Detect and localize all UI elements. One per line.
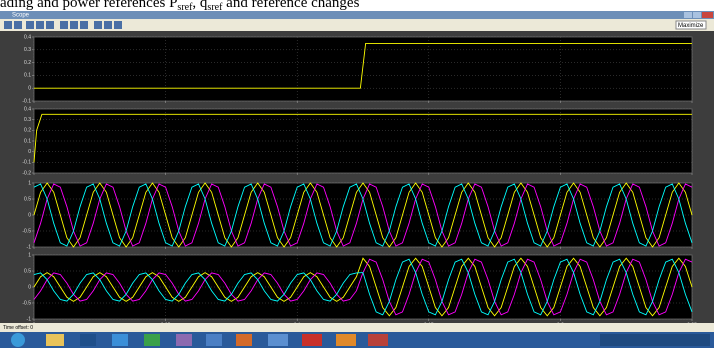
zoom-icon[interactable] [26, 21, 34, 29]
save-axes-icon[interactable] [70, 21, 78, 29]
y-tick-label: -0.1 [22, 160, 31, 166]
toolbar-icons [4, 21, 122, 29]
y-tick-label: -1 [27, 244, 32, 250]
signal-icon[interactable] [114, 21, 122, 29]
zoom-dropdown-label: Maximize [678, 23, 704, 29]
app-explorer[interactable] [46, 334, 64, 346]
page: ading and power references Psref, qsref … [0, 0, 714, 348]
caption-part: , q [192, 0, 208, 11]
y-tick-label: 0 [28, 284, 31, 290]
y-tick-label: -0.1 [22, 98, 31, 104]
y-tick-label: 1 [28, 180, 31, 186]
caption-part: ading and power references P [0, 0, 177, 11]
screen: ading and power references Psref, qsref … [0, 0, 714, 348]
y-tick-label: -0.2 [22, 170, 31, 176]
y-tick-label: 0 [28, 212, 31, 218]
maximize-button[interactable] [693, 12, 701, 18]
close-button[interactable] [702, 12, 713, 18]
y-tick-label: 1 [28, 252, 31, 258]
y-tick-label: 0.4 [24, 106, 31, 112]
y-tick-label: 0.5 [24, 268, 31, 274]
params-icon[interactable] [14, 21, 22, 29]
app-network[interactable] [206, 334, 222, 346]
y-tick-label: 0 [28, 149, 31, 155]
y-tick-label: 0.1 [24, 73, 31, 79]
plot-area [34, 255, 692, 319]
y-tick-label: 0.2 [24, 60, 31, 66]
start-button[interactable] [11, 333, 25, 347]
y-tick-label: -0.5 [22, 228, 31, 234]
restore-axes-icon[interactable] [80, 21, 88, 29]
app-acrobat[interactable] [302, 334, 322, 346]
y-tick-label: 0.3 [24, 47, 31, 53]
app-chrome[interactable] [144, 334, 160, 346]
status-text: Time offset: 0 [3, 325, 33, 331]
y-tick-label: 0.4 [24, 34, 31, 40]
lock-icon[interactable] [104, 21, 112, 29]
app-media[interactable] [176, 334, 192, 346]
minimize-button[interactable] [684, 12, 692, 18]
floating-icon[interactable] [94, 21, 102, 29]
app-word[interactable] [268, 334, 288, 346]
app-ie[interactable] [112, 334, 128, 346]
zoom-y-icon[interactable] [46, 21, 54, 29]
plot-area [34, 109, 692, 173]
title-bar [0, 11, 714, 19]
caption-part: and reference changes [222, 0, 359, 11]
app-matlab[interactable] [336, 334, 356, 346]
y-tick-label: -0.5 [22, 300, 31, 306]
y-tick-label: 0.2 [24, 128, 31, 134]
zoom-x-icon[interactable] [36, 21, 44, 29]
y-tick-label: 0.1 [24, 138, 31, 144]
app-powerpoint[interactable] [236, 334, 252, 346]
y-tick-label: 0.5 [24, 196, 31, 202]
y-tick-label: 0 [28, 86, 31, 92]
app-photoshop[interactable] [80, 334, 96, 346]
system-tray [600, 334, 710, 346]
y-tick-label: -1 [27, 316, 32, 322]
autoscale-icon[interactable] [60, 21, 68, 29]
app-simulink[interactable] [368, 334, 388, 346]
print-icon[interactable] [4, 21, 12, 29]
window-title: Scope [12, 13, 30, 19]
status-bar [0, 323, 714, 332]
y-tick-label: 0.3 [24, 117, 31, 123]
